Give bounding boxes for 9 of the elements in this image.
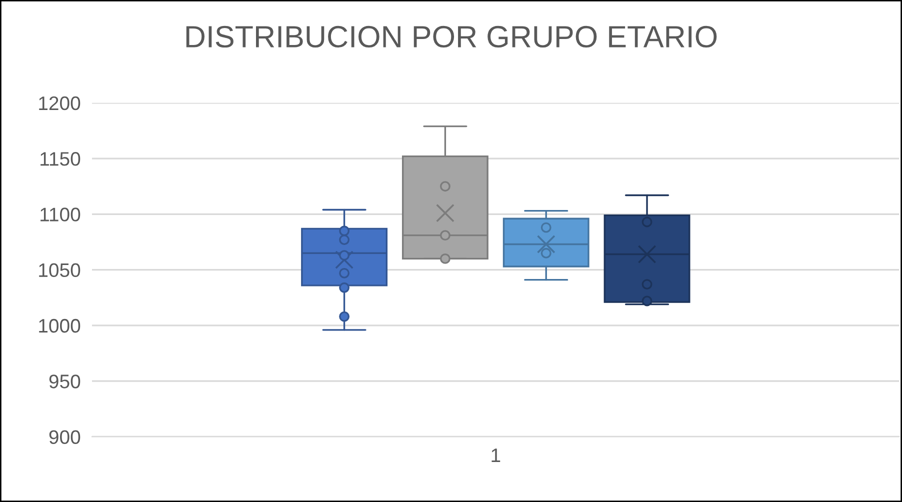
y-tick-label: 1100 <box>40 208 80 222</box>
y-tick-label: 950 <box>49 374 80 388</box>
x-tick-label: 1 <box>492 448 500 462</box>
y-tick-label: 1000 <box>39 318 80 333</box>
y-tick-label: 1050 <box>39 263 80 278</box>
y-tick-label: 1150 <box>40 152 80 166</box>
y-tick-label: 1200 <box>39 96 80 110</box>
y-tick-label: 900 <box>49 430 80 444</box>
chart-title: DISTRIBUCION POR GRUPO ETARIO <box>186 26 717 48</box>
